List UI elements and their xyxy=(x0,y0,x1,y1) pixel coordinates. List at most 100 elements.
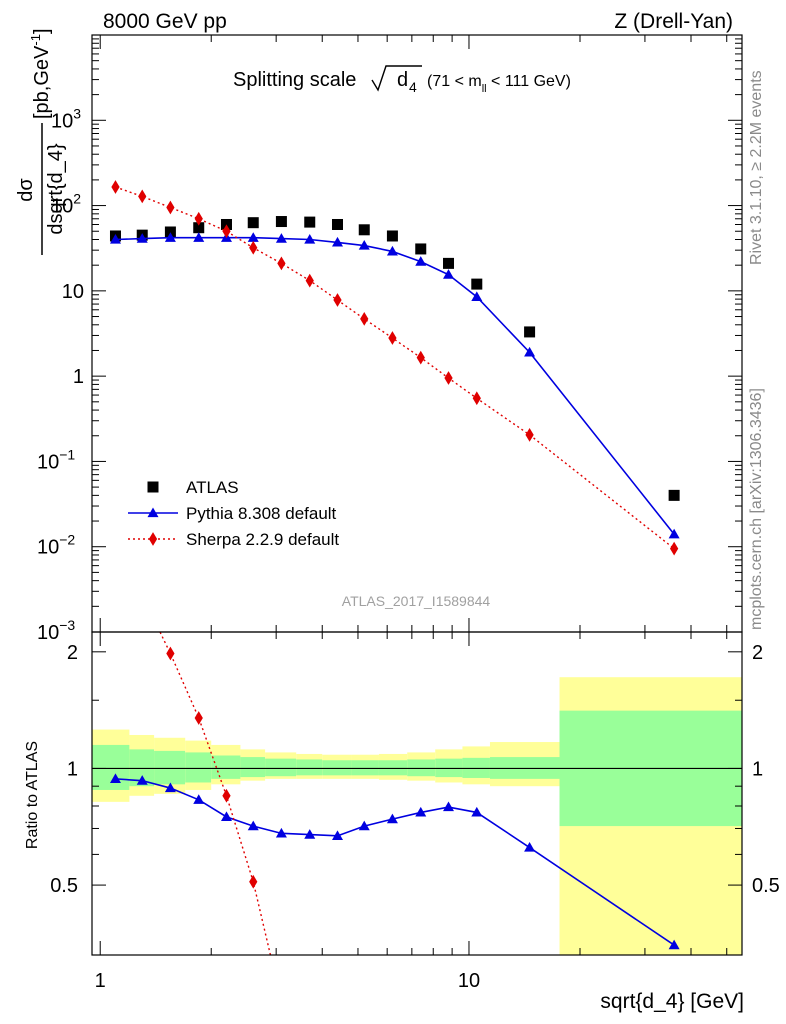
sherpa-main-point xyxy=(138,189,147,204)
ratio-frame xyxy=(91,631,743,956)
sherpa-ratio-point xyxy=(249,874,258,889)
legend-pythia-marker xyxy=(147,507,159,518)
pythia-ratio-point xyxy=(443,801,455,812)
title-cut-start: (71 < m xyxy=(427,73,482,90)
pythia-ratio-point xyxy=(386,813,398,824)
main-y-tick-label: 10−1 xyxy=(37,446,75,473)
title-cut-sub: ll xyxy=(482,83,487,95)
legend-atlas-label: ATLAS xyxy=(186,478,239,497)
ylabel-numerator: dσ xyxy=(15,178,37,202)
main-y-tick-label: 10−3 xyxy=(37,617,75,644)
pythia-main-point xyxy=(471,291,483,302)
x-tick-label: 10 xyxy=(458,970,480,992)
title-cut-end: < 111 GeV) xyxy=(487,73,571,90)
band-inner-bin xyxy=(240,757,266,778)
pythia-ratio-point xyxy=(668,939,680,950)
pythia-main-point xyxy=(275,233,287,243)
sherpa-main-point xyxy=(360,311,369,326)
main-y-tick-label: 1 xyxy=(73,366,84,388)
ratio-y-tick-label-right: 2 xyxy=(752,642,763,664)
pythia-main-point xyxy=(109,234,121,244)
ratio-y-tick-label: 2 xyxy=(67,642,78,664)
main-y-tick-label: 10−2 xyxy=(37,532,75,559)
pythia-ratio-point xyxy=(275,827,287,838)
atlas-main-point xyxy=(668,489,680,501)
sherpa-ratio-point xyxy=(111,541,119,555)
atlas-main-point xyxy=(331,218,343,230)
ylabel-unit: [pb,GeV-1] xyxy=(28,28,53,119)
legend: ATLAS Pythia 8.308 default Sherpa 2.2.9 de… xyxy=(128,478,339,549)
band-inner-bin xyxy=(265,758,297,777)
sherpa-main-point xyxy=(277,256,286,271)
main-series xyxy=(109,180,680,556)
ratio-y-tick-label: 0.5 xyxy=(50,875,78,897)
band-inner-bin xyxy=(154,750,186,785)
sherpa-ratio-point xyxy=(138,588,146,602)
main-y-tick-label: 10 xyxy=(62,281,84,303)
pythia-ratio-point xyxy=(220,811,232,821)
atlas-main-point xyxy=(358,224,370,236)
sherpa-main-point xyxy=(525,427,534,442)
mcplots-label: mcplots.cern.ch [arXiv:1306.3436] xyxy=(748,388,765,630)
atlas-main-point xyxy=(524,326,536,338)
atlas-main-point xyxy=(386,230,398,242)
xlabel: sqrt{d_4} [GeV] xyxy=(600,990,744,1013)
pythia-ratio-point xyxy=(193,794,205,804)
sherpa-main-point xyxy=(111,180,120,194)
title-d-symbol: d xyxy=(397,69,408,91)
sherpa-main-point xyxy=(472,391,481,406)
sherpa-main-point xyxy=(194,211,203,226)
sherpa-main-point xyxy=(670,541,679,556)
pythia-ratio-point xyxy=(247,820,259,831)
pythia-main-point xyxy=(524,346,536,357)
band-inner-bin xyxy=(296,759,323,776)
header-left: 8000 GeV pp xyxy=(103,10,227,33)
ylabel-unit-sup: -1 xyxy=(28,34,43,46)
title-cut: (71 < mll < 111 GeV) xyxy=(427,73,571,95)
band-inner-bin xyxy=(351,760,379,776)
atlas-main-point xyxy=(247,217,259,229)
sqrt-symbol xyxy=(371,65,422,92)
pythia-ratio-point xyxy=(471,806,483,817)
ylabel-denominator: dsqrt{d_4} xyxy=(45,143,67,235)
band-inner-bin xyxy=(211,755,241,779)
atlas-main-point xyxy=(193,222,205,234)
pythia-ratio-point xyxy=(358,820,370,831)
legend-sherpa-marker xyxy=(148,532,158,546)
ratio-series xyxy=(109,541,680,1009)
band-inner-bin xyxy=(322,760,352,776)
pythia-main-point xyxy=(443,269,455,279)
sherpa-ratio-point xyxy=(194,711,203,725)
atlas-main-point xyxy=(275,216,287,228)
pythia-main-line xyxy=(115,236,675,535)
atlas-main-point xyxy=(304,216,316,228)
plot-title: Splitting scale d 4 (71 < mll < 111 GeV) xyxy=(233,65,571,95)
pythia-ratio-point xyxy=(109,773,121,783)
atlas-main-point xyxy=(443,257,455,269)
pythia-main-point xyxy=(164,232,176,242)
pythia-main-point xyxy=(247,232,259,242)
sherpa-main-point xyxy=(444,371,453,385)
pythia-main-point xyxy=(386,245,398,256)
pythia-ratio-point xyxy=(164,782,176,793)
pythia-main-point xyxy=(358,240,370,250)
main-ylabel: dσ dsqrt{d_4} [pb,GeV-1] xyxy=(15,28,67,255)
ratio-ylabel: Ratio to ATLAS xyxy=(24,741,41,849)
pythia-ratio-point xyxy=(304,829,316,839)
pythia-ratio-point xyxy=(415,806,427,817)
sherpa-ratio-point xyxy=(166,646,175,661)
sherpa-main-point xyxy=(333,293,342,307)
sherpa-ratio-point xyxy=(277,995,285,1009)
ratio-y-tick-label-right: 0.5 xyxy=(752,875,780,897)
atlas-main-point xyxy=(164,226,176,238)
pythia-ratio-point xyxy=(331,830,343,840)
legend-pythia-label: Pythia 8.308 default xyxy=(186,504,337,523)
pythia-main-point xyxy=(668,528,680,539)
pythia-main-point xyxy=(304,234,316,244)
ratio-y-tick-label-right: 1 xyxy=(752,758,763,780)
band-inner-bin xyxy=(378,760,408,776)
sherpa-main-point xyxy=(388,331,397,345)
sherpa-ratio-point xyxy=(222,788,231,803)
band-inner-bin xyxy=(185,752,212,783)
